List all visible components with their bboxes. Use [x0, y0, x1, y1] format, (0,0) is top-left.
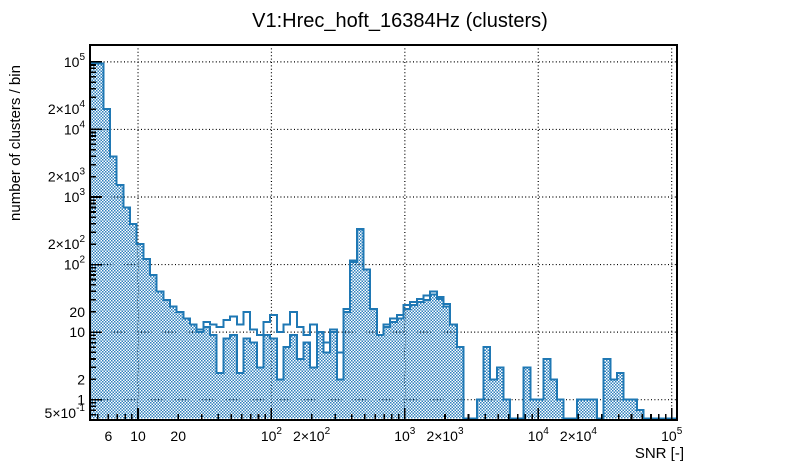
y-tick-label: 10 — [69, 324, 85, 340]
x-tick-label: 104 — [528, 426, 550, 444]
y-axis-title: number of clusters / bin — [7, 65, 24, 221]
x-axis-title: SNR [-] — [635, 445, 684, 462]
y-tick-label: 2×103 — [48, 167, 86, 185]
y-tick-label: 2×102 — [48, 234, 86, 252]
x-tick-label: 6 — [105, 428, 113, 444]
x-tick-label: 2×104 — [560, 426, 598, 444]
x-tick-label: 2×103 — [426, 426, 464, 444]
y-tick-label: 1 — [77, 392, 85, 408]
x-tick-label: 10 — [130, 428, 146, 444]
y-tick-label: 103 — [64, 187, 86, 205]
plot-frame — [89, 44, 678, 421]
x-tick-label: 20 — [170, 428, 186, 444]
open-histogram-outline — [89, 61, 677, 420]
y-tick-label: 2 — [77, 371, 85, 387]
x-tick-label: 102 — [261, 426, 283, 444]
y-tick-label: 105 — [64, 52, 86, 70]
chart-title: V1:Hrec_hoft_16384Hz (clusters) — [252, 10, 548, 32]
y-tick-label: 104 — [64, 119, 86, 137]
y-tick-label: 5×10-1 — [45, 403, 86, 421]
grid-layer — [90, 45, 677, 420]
x-tick-label: 2×102 — [293, 426, 331, 444]
y-tick-label: 102 — [64, 255, 86, 273]
filled-histogram-area — [90, 62, 677, 419]
y-tick-label: 2×104 — [48, 99, 86, 117]
x-tick-label: 105 — [661, 426, 683, 444]
x-tick-label: 103 — [394, 426, 416, 444]
series-layer — [89, 61, 677, 420]
y-tick-label: 20 — [69, 304, 85, 320]
tick-label-layer: 6 10 20 102 2×102 103 2×103 104 2×104 1051052×104… — [45, 52, 683, 444]
